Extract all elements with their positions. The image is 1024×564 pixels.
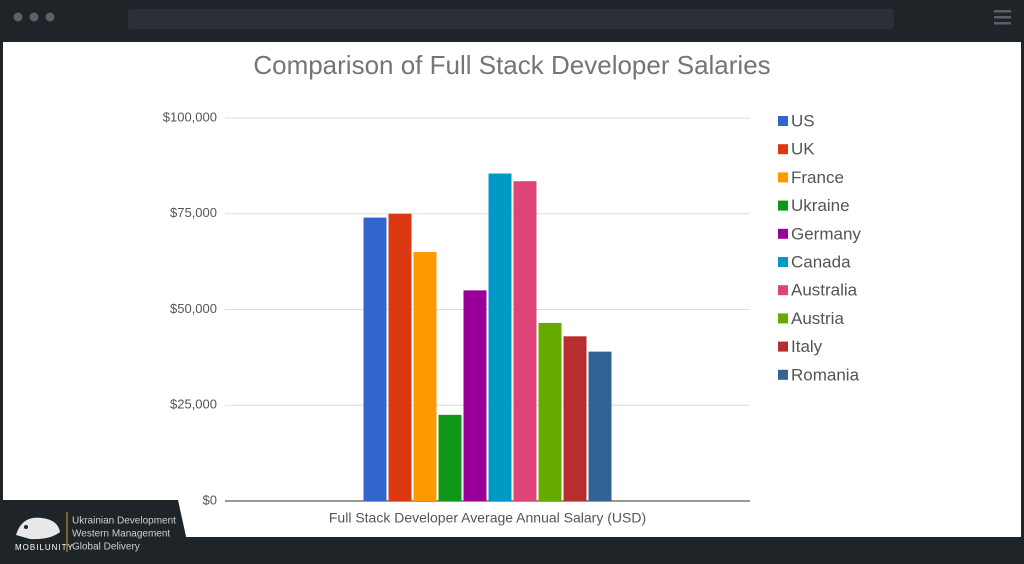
legend-label: US (791, 111, 815, 130)
brand-line: Western Management (72, 529, 170, 540)
y-tick-label: $25,000 (170, 397, 217, 412)
address-bar[interactable] (128, 9, 894, 29)
bar (413, 252, 437, 501)
legend-label: Australia (791, 281, 858, 300)
window-dot[interactable] (13, 12, 23, 22)
legend-swatch (778, 116, 788, 126)
legend-swatch (778, 369, 788, 380)
legend-label: UK (791, 140, 815, 159)
y-tick-label: $75,000 (170, 205, 217, 220)
legend-swatch (778, 172, 788, 183)
y-tick-label: $100,000 (163, 109, 217, 124)
bar (563, 336, 587, 501)
bar (513, 181, 537, 501)
menu-icon[interactable] (994, 10, 1011, 25)
legend-swatch (778, 144, 788, 155)
plot: $0 $25,000 $50,000 $75,000 $100,000 Full Stac… (163, 109, 862, 525)
window-dot[interactable] (29, 12, 39, 22)
legend-label: Romania (791, 365, 860, 384)
content-panel (3, 42, 1021, 537)
legend-label: Ukraine (791, 196, 850, 215)
window-dot[interactable] (45, 12, 55, 22)
bar (438, 414, 462, 501)
bar (463, 290, 487, 501)
bar (588, 351, 612, 501)
legend-swatch (778, 228, 788, 239)
chart-title: Comparison of Full Stack Developer Salar… (253, 50, 770, 80)
brand-line: Ukrainian Development (72, 516, 176, 527)
legend-label: Austria (791, 309, 844, 328)
legend-swatch (778, 257, 788, 267)
legend-label: France (791, 168, 844, 187)
legend-swatch (778, 285, 788, 296)
bar (488, 173, 512, 501)
bar (538, 322, 562, 501)
brand-name: MOBILUNITY (15, 543, 74, 552)
legend-swatch (778, 313, 788, 324)
y-tick-label: $0 (203, 492, 217, 507)
logo-icon (16, 517, 60, 540)
legend-label: Canada (791, 252, 851, 271)
logo-panel (0, 500, 192, 564)
legend-label: Germany (791, 224, 861, 243)
bar (388, 213, 412, 501)
bar (363, 217, 387, 501)
y-tick-label: $50,000 (170, 301, 217, 316)
brand-line: Global Delivery (72, 542, 140, 553)
legend-swatch (778, 341, 788, 352)
x-tick-label: Full Stack Developer Average Annual Sala… (329, 510, 646, 526)
legend-label: Italy (791, 337, 823, 356)
legend-swatch (778, 200, 788, 211)
